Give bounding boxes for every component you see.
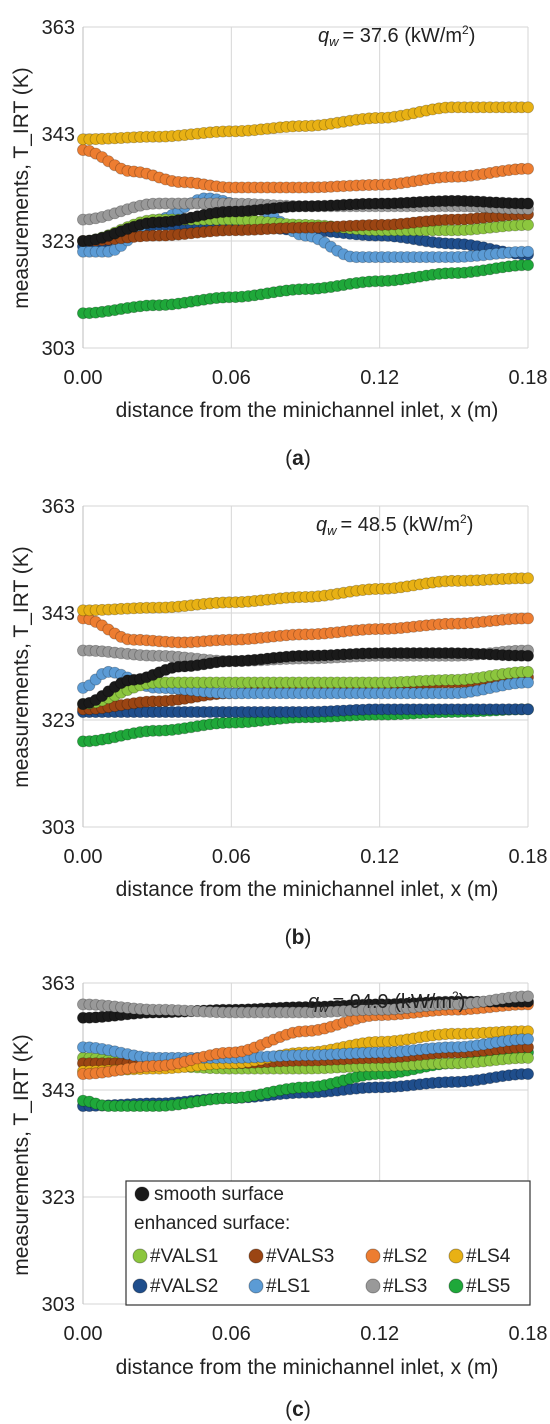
panel-caption: (c) [285, 1398, 311, 1421]
x-tick-label: 0.00 [64, 1323, 103, 1345]
y-axis-label: measurements, T_IRT (K) [10, 1034, 33, 1276]
data-point [522, 245, 535, 258]
legend-marker-ls5 [448, 1278, 464, 1294]
panel-caption: (b) [285, 926, 312, 949]
legend-marker-vals2 [132, 1278, 148, 1294]
y-axis-label: measurements, T_IRT (K) [10, 546, 33, 788]
data-point [522, 649, 535, 662]
legend-marker-smooth [134, 1186, 150, 1202]
x-axis-label: distance from the minichannel inlet, x (… [116, 878, 499, 901]
x-tick-label: 0.18 [509, 367, 548, 389]
data-point [522, 162, 535, 175]
legend-marker-ls2 [365, 1248, 381, 1264]
heat-flux-annotation: qw = 37.6 (kW/m2) [318, 23, 475, 49]
chart-panel-a: 303 323 343 363 0.00 0.06 0.12 0.18 qw = 37.6 (k… [10, 17, 547, 470]
x-tick-label: 0.06 [212, 846, 251, 868]
series-ls4 [77, 572, 535, 617]
y-tick-label: 343 [42, 603, 75, 625]
series-ls3 [77, 990, 535, 1019]
panel-caption: (a) [285, 447, 311, 470]
y-tick-label: 343 [42, 124, 75, 146]
data-point [522, 218, 535, 231]
x-tick-label: 0.18 [509, 1323, 548, 1345]
y-tick-label: 323 [42, 710, 75, 732]
x-tick-label: 0.12 [360, 846, 399, 868]
series-layer [77, 101, 535, 320]
data-point [522, 612, 535, 625]
series-layer [77, 572, 535, 748]
data-point [522, 197, 535, 210]
series-smooth [77, 194, 535, 247]
series-vals2 [77, 703, 535, 719]
data-point [522, 676, 535, 689]
x-tick-label: 0.12 [360, 1323, 399, 1345]
heat-flux-annotation: qw = 48.5 (kW/m2) [316, 512, 473, 538]
x-tick-label: 0.06 [212, 367, 251, 389]
legend-marker-vals3 [248, 1248, 264, 1264]
legend-label-ls2: #LS2 [383, 1246, 427, 1267]
y-axis-label: measurements, T_IRT (K) [10, 67, 33, 309]
x-axis-label: distance from the minichannel inlet, x (… [116, 1356, 499, 1379]
data-point [522, 1051, 535, 1064]
series-smooth [77, 647, 535, 711]
x-tick-label: 0.06 [212, 1323, 251, 1345]
series-ls4 [77, 101, 535, 146]
legend-marker-ls1 [248, 1278, 264, 1294]
legend-label-ls3: #LS3 [383, 1276, 427, 1297]
y-tick-label: 303 [42, 1294, 75, 1316]
series-ls2 [77, 143, 535, 194]
x-tick-label: 0.12 [360, 367, 399, 389]
legend-label-smooth: smooth surface [154, 1184, 284, 1205]
tick-labels: 303 323 343 363 0.00 0.06 0.12 0.18 [42, 17, 548, 389]
x-tick-label: 0.00 [64, 846, 103, 868]
data-point [522, 703, 535, 716]
y-tick-label: 363 [42, 496, 75, 518]
tick-labels: 303 323 343 363 0.00 0.06 0.12 0.18 [42, 496, 548, 868]
y-tick-label: 363 [42, 973, 75, 995]
y-tick-label: 303 [42, 817, 75, 839]
legend-label-vals3: #VALS3 [266, 1246, 334, 1267]
x-tick-label: 0.18 [509, 846, 548, 868]
legend-label-ls5: #LS5 [466, 1276, 510, 1297]
legend-marker-ls4 [448, 1248, 464, 1264]
legend: smooth surface enhanced surface: #VALS1 … [125, 1180, 531, 1306]
series-ls5 [77, 259, 535, 320]
chart-panel-b: 303 323 343 363 0.00 0.06 0.12 0.18 qw = 48.5 (k… [10, 496, 547, 949]
legend-label-ls1: #LS1 [266, 1276, 310, 1297]
legend-label-vals2: #VALS2 [150, 1276, 218, 1297]
x-axis-label: distance from the minichannel inlet, x (… [116, 399, 499, 422]
legend-label-vals1: #VALS1 [150, 1246, 218, 1267]
y-tick-label: 303 [42, 338, 75, 360]
chart-panel-c: 303 323 343 363 0.00 0.06 0.12 0.18 qw = 94.9 (k… [10, 973, 547, 1421]
legend-label-ls4: #LS4 [466, 1246, 511, 1267]
series-ls2 [77, 612, 535, 649]
legend-marker-vals1 [132, 1248, 148, 1264]
data-point [522, 572, 535, 585]
y-tick-label: 343 [42, 1080, 75, 1102]
legend-marker-ls3 [365, 1278, 381, 1294]
y-tick-label: 323 [42, 1187, 75, 1209]
data-point [522, 1033, 535, 1046]
y-tick-label: 363 [42, 17, 75, 39]
legend-enhanced-header: enhanced surface: [134, 1213, 290, 1234]
data-point [522, 259, 535, 272]
data-point [522, 1068, 535, 1081]
data-point [522, 665, 535, 678]
grid-lines [82, 505, 529, 828]
series-layer [77, 990, 535, 1113]
tick-labels: 303 323 343 363 0.00 0.06 0.12 0.18 [42, 973, 548, 1345]
y-tick-label: 323 [42, 231, 75, 253]
data-point [522, 990, 535, 1003]
series-vals1 [77, 665, 535, 711]
x-tick-label: 0.00 [64, 367, 103, 389]
heat-flux-annotation: qw = 94.9 (kW/m2) [308, 989, 465, 1015]
data-point [522, 101, 535, 114]
